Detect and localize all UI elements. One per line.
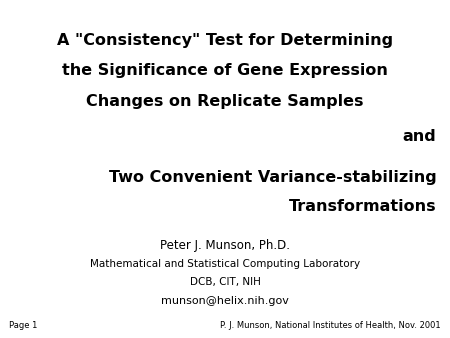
Text: P. J. Munson, National Institutes of Health, Nov. 2001: P. J. Munson, National Institutes of Hea…	[220, 320, 441, 330]
Text: the Significance of Gene Expression: the Significance of Gene Expression	[62, 64, 388, 78]
Text: and: and	[403, 129, 436, 144]
Text: Two Convenient Variance-stabilizing: Two Convenient Variance-stabilizing	[109, 170, 436, 185]
Text: Page 1: Page 1	[9, 320, 37, 330]
Text: A "Consistency" Test for Determining: A "Consistency" Test for Determining	[57, 33, 393, 48]
Text: Changes on Replicate Samples: Changes on Replicate Samples	[86, 94, 364, 109]
Text: Transformations: Transformations	[289, 199, 436, 214]
Text: DCB, CIT, NIH: DCB, CIT, NIH	[189, 277, 261, 287]
Text: Mathematical and Statistical Computing Laboratory: Mathematical and Statistical Computing L…	[90, 259, 360, 269]
Text: Peter J. Munson, Ph.D.: Peter J. Munson, Ph.D.	[160, 239, 290, 251]
Text: munson@helix.nih.gov: munson@helix.nih.gov	[161, 296, 289, 306]
